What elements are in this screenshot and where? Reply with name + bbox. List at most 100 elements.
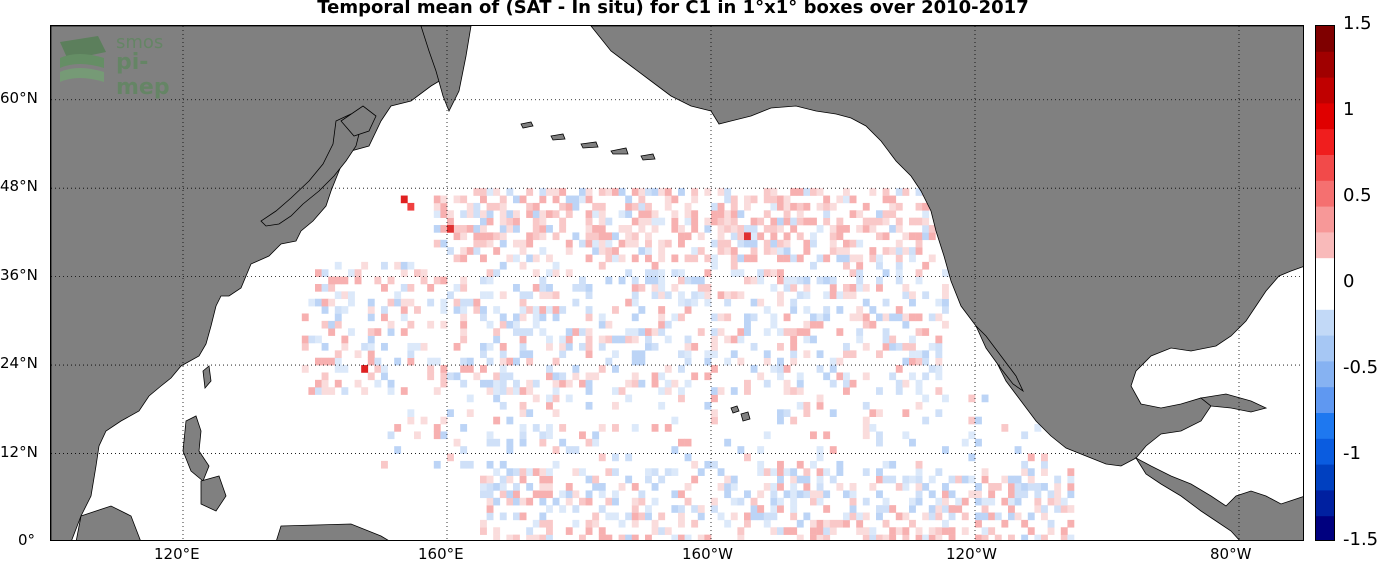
data-cell	[744, 328, 751, 336]
data-cell	[671, 379, 679, 388]
data-cell	[407, 298, 415, 307]
data-cell	[651, 269, 659, 277]
data-cell	[1047, 490, 1055, 499]
data-cell	[532, 424, 540, 432]
data-cell	[836, 460, 844, 469]
data-cell	[935, 497, 943, 506]
data-cell	[598, 210, 606, 218]
data-cell	[975, 519, 982, 528]
data-cell	[486, 357, 494, 366]
data-cell	[862, 313, 870, 322]
data-cell	[988, 483, 996, 491]
data-cell	[592, 512, 600, 521]
data-cell	[460, 254, 468, 263]
data-cell	[315, 379, 322, 388]
data-cell	[730, 335, 738, 344]
data-cell	[843, 225, 850, 233]
data-cell	[1008, 483, 1015, 491]
data-cell	[433, 431, 441, 440]
data-cell	[823, 306, 831, 314]
data-cell	[625, 232, 633, 241]
data-cell	[493, 232, 501, 241]
data-cell	[856, 512, 864, 521]
data-cell	[605, 357, 613, 366]
data-cell	[315, 269, 322, 277]
data-cell	[704, 188, 712, 196]
data-cell	[328, 387, 336, 395]
data-cell	[803, 291, 811, 300]
data-cell	[796, 401, 804, 410]
data-cell	[790, 298, 798, 307]
data-cell	[480, 195, 487, 204]
data-cell	[638, 350, 646, 359]
data-cell	[750, 232, 758, 241]
data-cell	[849, 254, 857, 263]
data-cell	[638, 284, 646, 292]
data-cell	[744, 313, 751, 322]
data-cell	[645, 534, 652, 540]
data-cell	[427, 372, 435, 381]
data-cell	[480, 483, 487, 491]
data-cell	[823, 527, 831, 535]
data-cell	[730, 202, 738, 211]
data-cell	[513, 313, 520, 322]
data-cell	[909, 438, 916, 447]
data-cell	[1014, 497, 1022, 506]
data-cell	[909, 247, 916, 255]
data-cell	[744, 490, 751, 499]
data-cell	[711, 217, 718, 226]
data-cell	[552, 210, 560, 218]
data-cell	[783, 284, 791, 292]
data-cell	[823, 431, 831, 440]
colorbar-segment	[1316, 77, 1334, 104]
data-cell	[810, 188, 817, 196]
data-cell	[598, 217, 606, 226]
data-cell	[466, 210, 474, 218]
data-cell	[598, 261, 606, 270]
data-cell	[882, 460, 890, 469]
data-cell	[374, 365, 382, 373]
data-cell	[638, 202, 646, 211]
data-cell	[394, 446, 402, 454]
data-cell	[572, 365, 580, 373]
data-cell	[585, 217, 593, 226]
data-cell	[697, 284, 705, 292]
data-cell	[447, 210, 454, 218]
data-cell	[704, 291, 712, 300]
data-cell	[763, 195, 771, 204]
data-cell	[532, 313, 540, 322]
data-cell	[546, 431, 553, 440]
data-cell	[658, 306, 666, 314]
data-cell	[730, 483, 738, 491]
data-cell	[645, 202, 652, 211]
data-cell	[882, 313, 890, 322]
data-cell	[816, 519, 824, 528]
data-cell	[810, 497, 817, 506]
data-cell	[783, 365, 791, 373]
data-cell	[697, 505, 705, 513]
data-cell	[836, 195, 844, 204]
data-cell	[605, 468, 613, 476]
data-cell	[968, 490, 976, 499]
data-cell	[361, 365, 369, 373]
data-cell	[328, 320, 336, 329]
data-cell	[486, 202, 494, 211]
data-cell	[579, 497, 586, 506]
data-cell	[513, 328, 520, 336]
data-cell	[770, 497, 778, 506]
data-cell	[631, 239, 639, 248]
colorbar-segment	[1316, 206, 1334, 233]
data-cell	[777, 225, 784, 233]
data-cell	[612, 387, 619, 395]
data-cell	[526, 483, 534, 491]
data-cell	[915, 313, 923, 322]
data-cell	[486, 269, 494, 277]
data-cell	[691, 247, 699, 255]
data-cell	[420, 342, 428, 351]
data-cell	[796, 387, 804, 395]
data-cell	[836, 357, 844, 366]
data-cell	[810, 460, 817, 469]
data-cell	[638, 195, 646, 204]
data-cell	[796, 202, 804, 211]
data-cell	[473, 210, 481, 218]
